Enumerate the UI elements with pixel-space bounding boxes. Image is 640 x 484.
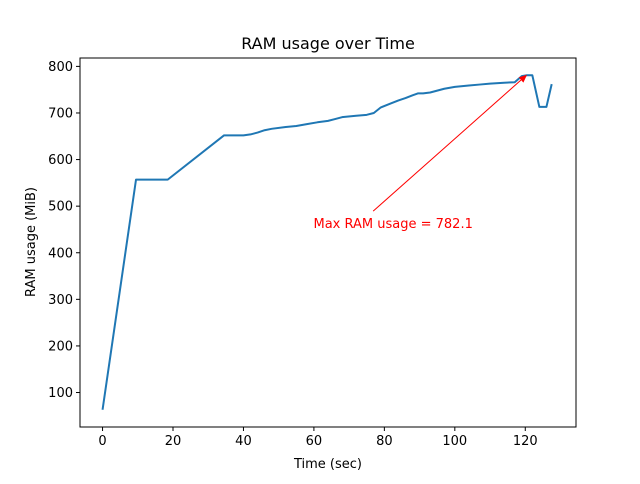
x-tick-label: 20 xyxy=(165,434,182,449)
y-tick-label: 500 xyxy=(48,200,73,215)
x-tick-label: 120 xyxy=(513,434,538,449)
y-tick-label: 300 xyxy=(48,293,73,308)
y-axis: 100 200 300 400 500 600 700 800 xyxy=(48,60,80,401)
y-tick-label: 200 xyxy=(48,339,73,354)
y-tick-label: 600 xyxy=(48,153,73,168)
annotation-arrow-head xyxy=(518,74,528,83)
x-axis-label: Time (sec) xyxy=(293,457,362,472)
y-tick-label: 100 xyxy=(48,386,73,401)
x-tick-label: 100 xyxy=(442,434,467,449)
max-annotation: Max RAM usage = 782.1 xyxy=(313,74,528,232)
chart-title: RAM usage over Time xyxy=(241,34,415,53)
x-tick-label: 40 xyxy=(235,434,252,449)
x-tick-label: 0 xyxy=(98,434,106,449)
x-tick-label: 80 xyxy=(376,434,393,449)
y-tick-label: 700 xyxy=(48,106,73,121)
y-axis-label: RAM usage (MiB) xyxy=(24,187,39,297)
y-tick-label: 800 xyxy=(48,60,73,75)
annotation-label: Max RAM usage = 782.1 xyxy=(313,217,472,232)
series-line-1 xyxy=(101,74,553,410)
y-tick-label: 400 xyxy=(48,246,73,261)
x-axis: 0 20 40 60 80 100 120 xyxy=(98,427,538,449)
plot-area xyxy=(101,74,553,410)
annotation-arrow-line xyxy=(372,79,522,212)
x-tick-label: 60 xyxy=(306,434,323,449)
axes-frame xyxy=(79,57,577,428)
